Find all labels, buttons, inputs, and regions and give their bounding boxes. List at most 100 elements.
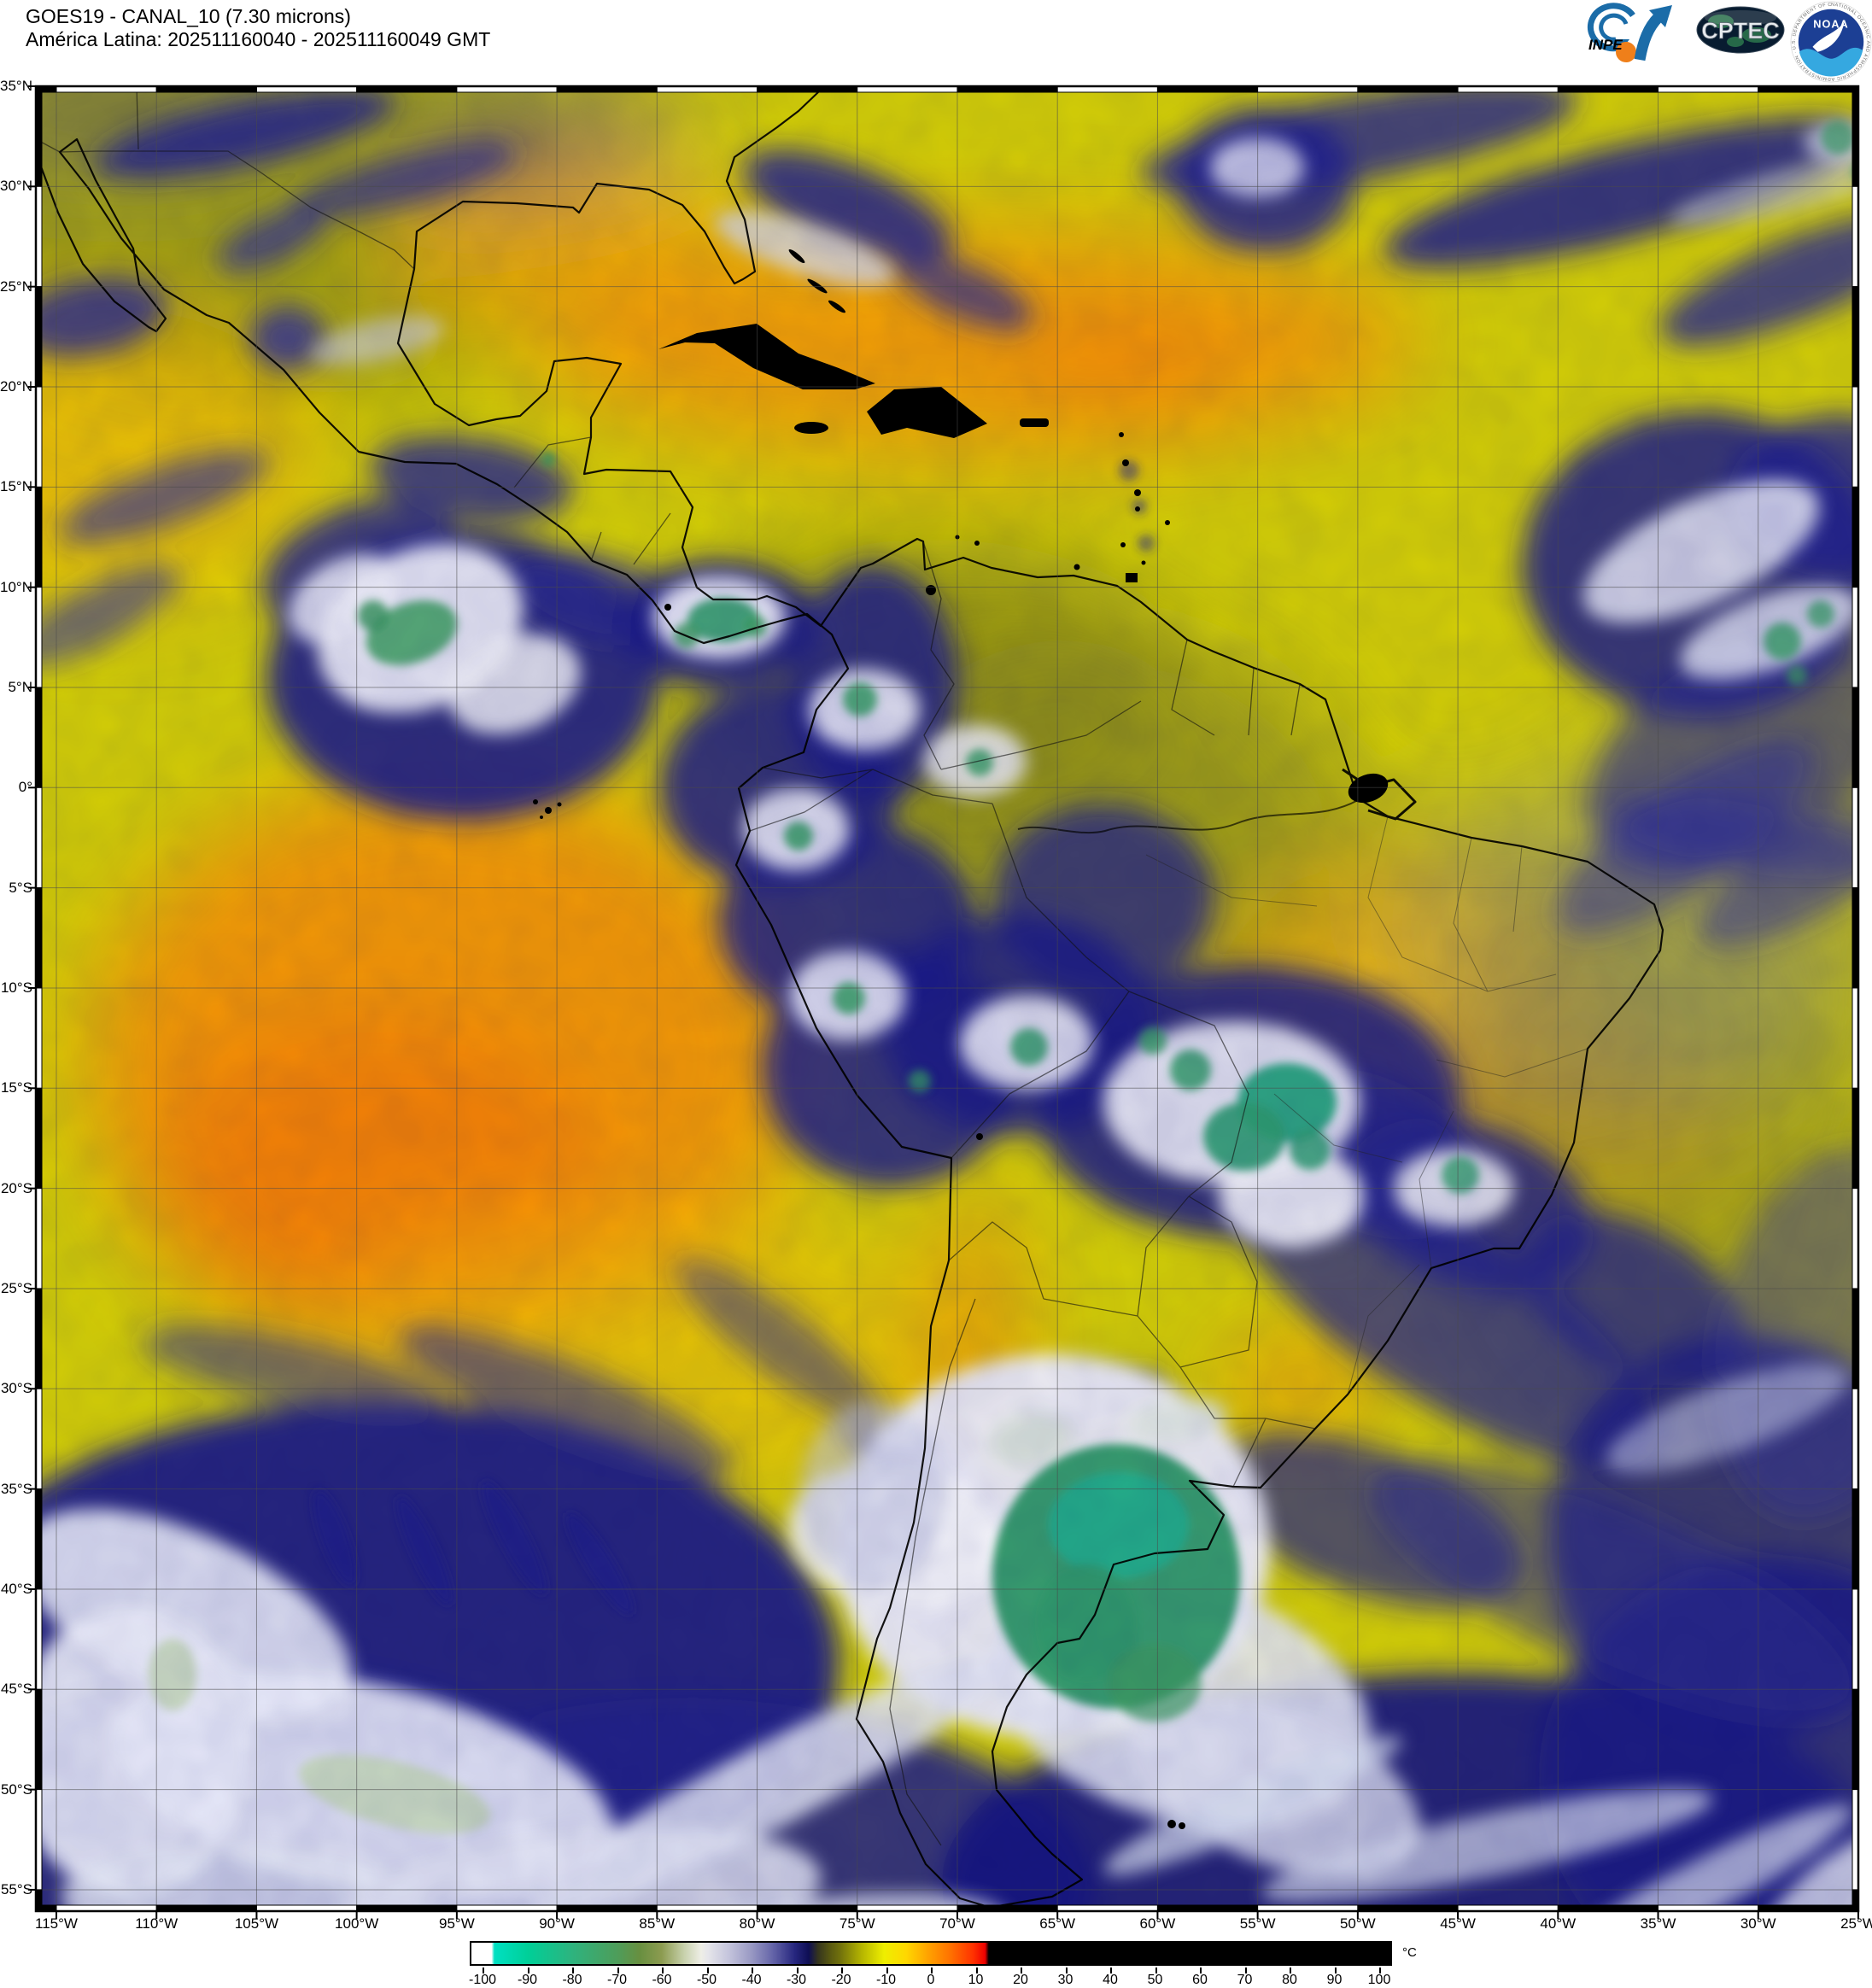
lon-tick-label: 45°W bbox=[1440, 1915, 1476, 1932]
lon-tick-label: 55°W bbox=[1239, 1915, 1276, 1932]
state-borders bbox=[1145, 816, 1588, 1395]
colorbar-tick-label: 20 bbox=[1013, 1973, 1028, 1987]
colorbar-tick-label: 60 bbox=[1192, 1973, 1208, 1987]
colorbar-tick-label: -30 bbox=[786, 1973, 807, 1987]
colorbar-tick-label: -10 bbox=[875, 1973, 897, 1987]
lon-tick-label: 95°W bbox=[438, 1915, 475, 1932]
lon-tick-label: 35°W bbox=[1640, 1915, 1676, 1932]
cptec-logo-icon: CPTEC bbox=[1696, 6, 1785, 54]
lat-tick-label: 55°S bbox=[0, 1880, 32, 1897]
colorbar-tick bbox=[1110, 1968, 1112, 1973]
colorbar-tick bbox=[706, 1968, 709, 1973]
product-period: América Latina: 202511160040 - 202511160… bbox=[26, 28, 491, 50]
lon-tick-label: 60°W bbox=[1139, 1915, 1176, 1932]
header: GOES19 - CANAL_10 (7.30 microns) América… bbox=[26, 5, 490, 51]
lon-tick-label: 75°W bbox=[839, 1915, 875, 1932]
lat-tick-label: 0° bbox=[18, 779, 32, 796]
colorbar-tick bbox=[1065, 1968, 1068, 1973]
lat-tick-label: 40°S bbox=[0, 1580, 32, 1597]
lat-tick-label: 30°S bbox=[0, 1380, 32, 1397]
colorbar-tick bbox=[527, 1968, 529, 1973]
lat-tick-label: 30°N bbox=[0, 178, 32, 195]
map-frame bbox=[34, 85, 1860, 1913]
colorbar-tick bbox=[1290, 1968, 1291, 1973]
noaa-logo-icon: NATIONAL OCEANIC AND ATMOSPHERIC ADMINIS… bbox=[1788, 0, 1872, 83]
lat-tick-label: 35°S bbox=[0, 1480, 32, 1497]
lon-tick-label: 40°W bbox=[1540, 1915, 1577, 1932]
lon-tick-label: 80°W bbox=[739, 1915, 775, 1932]
colorbar-tick-label: -80 bbox=[562, 1973, 582, 1987]
lon-tick-label: 115°W bbox=[35, 1915, 78, 1932]
colorbar-tick bbox=[841, 1968, 843, 1973]
graticule-grid bbox=[36, 85, 1859, 1911]
colorbar-tick bbox=[1334, 1968, 1337, 1973]
lon-tick-label: 85°W bbox=[639, 1915, 676, 1932]
colorbar-tick-label: -50 bbox=[696, 1973, 717, 1987]
colorbar-tick-label: -100 bbox=[468, 1973, 497, 1987]
lat-tick-label: 50°S bbox=[0, 1780, 32, 1798]
colorbar-tick-label: -70 bbox=[606, 1973, 628, 1987]
lon-tick-label: 30°W bbox=[1740, 1915, 1776, 1932]
axis-tick-marks bbox=[28, 85, 1859, 1919]
lat-tick-label: 35°N bbox=[0, 78, 32, 94]
lat-tick-label: 15°N bbox=[0, 478, 32, 495]
satellite-map bbox=[28, 85, 1860, 1919]
agency-logos: INPE CPTEC NATIONAL OCEANIC AND ATMOSPHE… bbox=[1563, 0, 1872, 85]
colorbar-tick bbox=[752, 1968, 753, 1973]
colorbar-tick-label: -40 bbox=[741, 1973, 762, 1987]
lat-tick-label: 20°S bbox=[0, 1179, 32, 1196]
inpe-logo-icon: INPE bbox=[1587, 3, 1672, 62]
colorbar-tick bbox=[617, 1968, 619, 1973]
colorbar-tick bbox=[483, 1968, 484, 1973]
colorbar-tick bbox=[1155, 1968, 1157, 1973]
lat-tick-label: 5°S bbox=[9, 879, 32, 896]
colorbar-tick bbox=[886, 1968, 888, 1973]
colorbar-tick bbox=[1244, 1968, 1247, 1973]
colorbar-tick bbox=[572, 1968, 574, 1973]
lon-tick-label: 100°W bbox=[335, 1915, 379, 1932]
country-borders bbox=[36, 86, 1316, 1846]
colorbar-tick bbox=[1379, 1968, 1381, 1973]
colorbar-tick-label: 90 bbox=[1326, 1973, 1343, 1987]
lon-tick-label: 25°W bbox=[1840, 1915, 1872, 1932]
colorbar-tick-label: -90 bbox=[517, 1973, 538, 1987]
colorbar-tick-label: 100 bbox=[1367, 1973, 1391, 1987]
lat-tick-label: 45°S bbox=[0, 1681, 32, 1698]
colorbar-tick bbox=[662, 1968, 664, 1973]
lat-tick-label: 20°N bbox=[0, 377, 32, 395]
colorbar-tick-label: 30 bbox=[1057, 1973, 1073, 1987]
colorbar-tick-label: 80 bbox=[1282, 1973, 1297, 1987]
lon-tick-label: 105°W bbox=[234, 1915, 279, 1932]
colorbar-tick bbox=[931, 1968, 933, 1973]
colorbar-tick bbox=[975, 1968, 978, 1973]
lon-tick-label: 110°W bbox=[135, 1915, 178, 1932]
lat-tick-label: 5°N bbox=[8, 678, 32, 695]
lon-tick-label: 70°W bbox=[939, 1915, 975, 1932]
product-title: GOES19 - CANAL_10 (7.30 microns) bbox=[26, 5, 351, 27]
lat-tick-label: 10°N bbox=[0, 578, 32, 595]
colorbar-tick-label: -60 bbox=[652, 1973, 672, 1987]
colorbar-tick-label: 0 bbox=[927, 1973, 935, 1987]
colorbar-tick-label: 70 bbox=[1237, 1973, 1253, 1987]
inpe-logo-text: INPE bbox=[1588, 37, 1623, 53]
colorbar-tick-label: -20 bbox=[831, 1973, 851, 1987]
lat-tick-label: 10°S bbox=[0, 979, 32, 996]
colorbar-tick-label: 50 bbox=[1147, 1973, 1163, 1987]
lon-tick-label: 65°W bbox=[1039, 1915, 1076, 1932]
colorbar-tick bbox=[1200, 1968, 1202, 1973]
colorbar-tick-label: 10 bbox=[968, 1973, 984, 1987]
colorbar bbox=[470, 1941, 1392, 1966]
lon-tick-label: 50°W bbox=[1339, 1915, 1376, 1932]
cptec-logo-text: CPTEC bbox=[1701, 18, 1780, 44]
colorbar-tick-label: 40 bbox=[1103, 1973, 1118, 1987]
lat-tick-label: 25°N bbox=[0, 278, 32, 295]
colorbar-tick bbox=[1021, 1968, 1022, 1973]
colorbar-unit: °C bbox=[1402, 1945, 1417, 1960]
noaa-logo-text: NOAA bbox=[1813, 17, 1848, 30]
lon-tick-label: 90°W bbox=[539, 1915, 575, 1932]
lat-tick-label: 25°S bbox=[0, 1279, 32, 1296]
lat-tick-label: 15°S bbox=[0, 1079, 32, 1096]
colorbar-tick bbox=[796, 1968, 799, 1973]
